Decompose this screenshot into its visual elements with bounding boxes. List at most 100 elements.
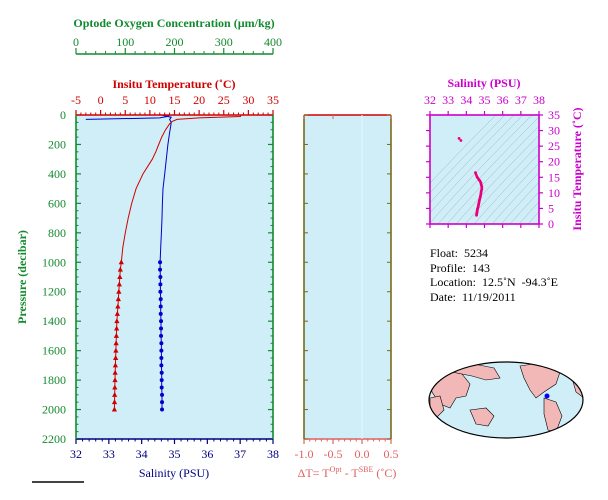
ts-y-tick-label: 15 [548,170,560,184]
float-location-marker [544,393,550,399]
temperature-point [114,318,120,324]
salinity-tick-label: 37 [234,447,246,461]
temperature-tick-label: -5 [71,93,81,107]
salinity-point [158,267,163,272]
salinity-point [159,319,164,324]
temperature-point [116,281,122,287]
temperature-tick-label: 35 [267,93,279,107]
ts-density-contour [491,172,539,224]
profile-number: Profile: 143 [430,260,490,275]
salinity-axis-title: Salinity (PSU) [139,466,209,480]
ts-point [457,136,461,140]
pressure-tick-label: 200 [48,137,66,151]
salinity-point [160,392,165,397]
salinity-line [159,114,173,263]
ts-point [479,189,483,193]
salinity-tick-label: 36 [201,447,213,461]
pressure-tick-label: 2200 [42,432,66,446]
salinity-tick-label: 32 [70,447,82,461]
oxygen-tick-label: 0 [73,35,79,49]
oxygen-tick-label: 200 [166,35,184,49]
ts-point [475,175,479,179]
temperature-tick-label: 10 [144,93,156,107]
temperature-point [115,303,121,309]
temperature-tick-label: 20 [193,93,205,107]
oxygen-axis-title: Optode Oxygen Concentration (µm/kg) [73,16,274,30]
ts-x-tick-label: 38 [533,93,545,107]
ts-density-contour [464,144,539,224]
ts-density-contour [430,115,524,214]
delta-t-axis-title: ΔT= TOpt - TSBE (˚C) [298,465,397,480]
temperature-point [116,288,122,294]
ts-x-tick-label: 34 [460,93,472,107]
salinity-point [160,407,165,412]
ts-x-tick-label: 32 [424,93,436,107]
ts-title: Salinity (PSU) [447,76,520,90]
temperature-point [112,391,118,397]
ts-density-contour [455,134,539,224]
temperature-point [114,325,120,331]
salinity-point [159,356,164,360]
temperature-point [118,259,124,265]
pressure-tick-label: 1800 [42,373,66,387]
ts-point [479,192,483,195]
ts-density-contours [430,95,608,244]
ts-x-tick-label: 35 [479,93,491,107]
temperature-line [120,114,242,263]
salinity-point [159,326,164,331]
ts-point [459,139,463,142]
ts-salinity-ticks: 32 33 34 35 36 37 38 [424,93,545,228]
ts-x-tick-label: 37 [515,93,527,107]
temperature-point [112,384,118,390]
ts-y-tick-label: 35 [548,108,560,122]
pressure-tick-label: 2000 [42,403,66,417]
ts-point [479,194,482,198]
salinity-point [158,297,163,302]
float-id: Float: 5234 [430,246,489,260]
temperature-tick-label: 25 [218,93,230,107]
oxygen-tick-label: 300 [215,35,233,49]
salinity-point [158,275,163,279]
ts-x-tick-label: 33 [442,93,454,107]
pressure-tick-label: 1400 [42,314,66,328]
salinity-point [158,260,163,265]
map-outline [428,361,584,439]
credit-line [32,481,84,483]
temperature-tick-label: 15 [169,93,181,107]
ts-density-contour [430,115,533,224]
temperature-point [112,362,118,368]
temperature-point [115,296,121,302]
temperature-tick-label: 0 [98,93,104,107]
pressure-tick-label: 600 [48,196,66,210]
salinity-point [159,333,164,338]
delta-t-tick-label: -0.5 [324,447,343,461]
ts-density-contour [437,116,539,224]
temperature-axis-title: Insitu Temperature (˚C) [112,77,235,91]
pressure-tick-label: 1200 [42,285,66,299]
ts-y-tick-label: 20 [548,155,560,169]
delta-t-tick-label: -1.0 [295,447,314,461]
pressure-tick-label: 0 [60,108,66,122]
ts-point [475,213,478,217]
temperature-point [117,266,123,272]
ts-point [480,185,484,189]
temperature-point [113,347,119,353]
salinity-tick-label: 33 [103,447,115,461]
ts-background [430,115,539,224]
delta-t-tick-label: 0.0 [355,447,370,461]
date: Date: 11/19/2011 [430,289,516,304]
salinity-tick-label: 38 [267,447,279,461]
pressure-axis-title: Pressure (decibar) [15,230,29,324]
ts-density-contour [446,125,539,224]
temperature-point [112,377,118,383]
salinity-tick-label: 35 [169,447,181,461]
pressure-tick-label: 1600 [42,344,66,358]
ts-y-tick-label: 10 [548,186,560,200]
ts-y-tick-label: 0 [548,217,554,231]
ts-density-contour [529,95,608,244]
oxygen-ticks: 0 100 200 300 400 [73,35,282,54]
salinity-tick-label: 34 [136,447,148,461]
salinity-point [159,370,164,375]
temperature-point [111,406,118,412]
